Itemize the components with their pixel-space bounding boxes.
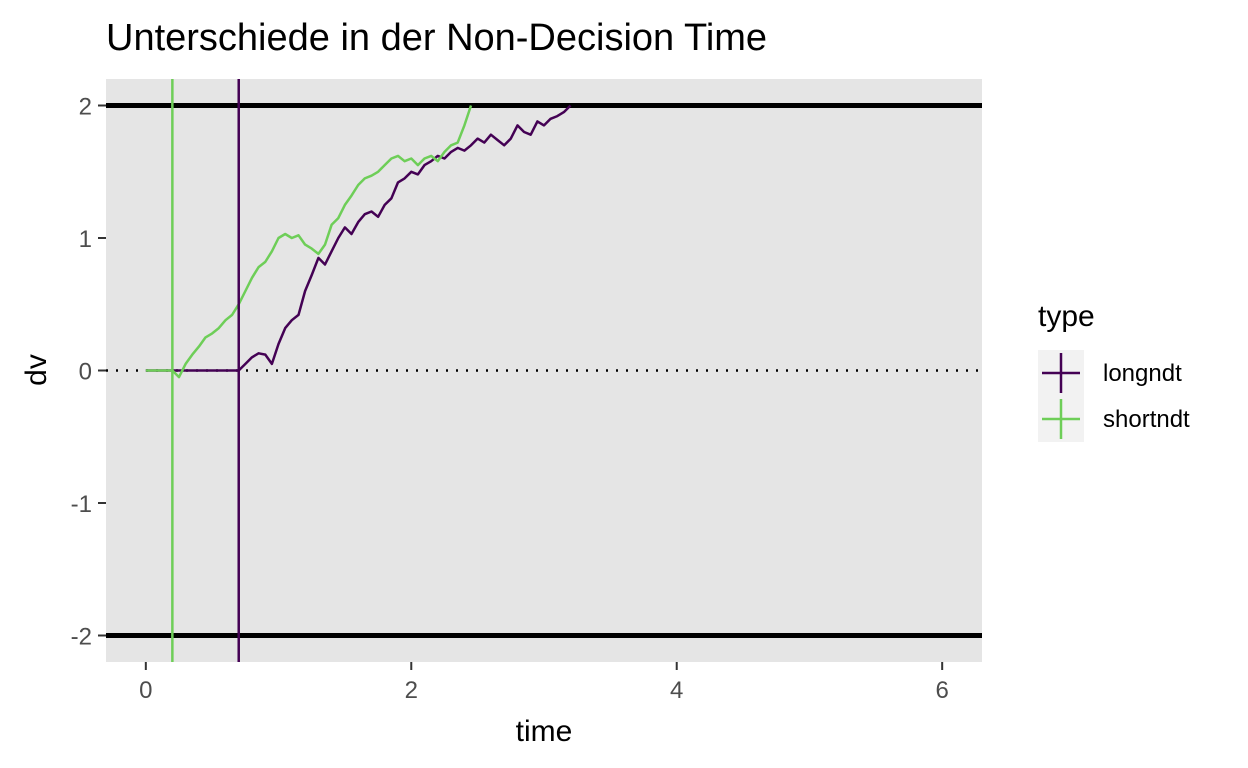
y-tick-label: -2: [71, 624, 92, 651]
y-tick-label: 2: [79, 94, 92, 121]
series-line-shortndt: [145, 105, 473, 379]
y-axis-title: dv: [20, 354, 53, 386]
x-tick-label: 6: [936, 677, 949, 704]
series-line-longndt: [145, 104, 572, 372]
x-tick-label: 0: [139, 677, 152, 704]
axes: 0 2 4 6 -2 -1 0 1 2: [71, 94, 949, 705]
plot-marks: [106, 79, 982, 662]
y-tick-label: 1: [79, 226, 92, 253]
y-tick-label: -1: [71, 491, 92, 518]
chart-title: Unterschiede in der Non-Decision Time: [106, 17, 767, 59]
x-tick-label: 4: [670, 677, 683, 704]
legend-label-shortndt: shortndt: [1103, 406, 1190, 433]
legend-label-longndt: longndt: [1103, 360, 1182, 387]
x-axis-title: time: [516, 715, 573, 748]
y-tick-label: 0: [79, 359, 92, 386]
x-tick-label: 2: [405, 677, 418, 704]
legend-title: type: [1038, 300, 1095, 333]
legend: type longndt shortndt: [1038, 300, 1190, 442]
